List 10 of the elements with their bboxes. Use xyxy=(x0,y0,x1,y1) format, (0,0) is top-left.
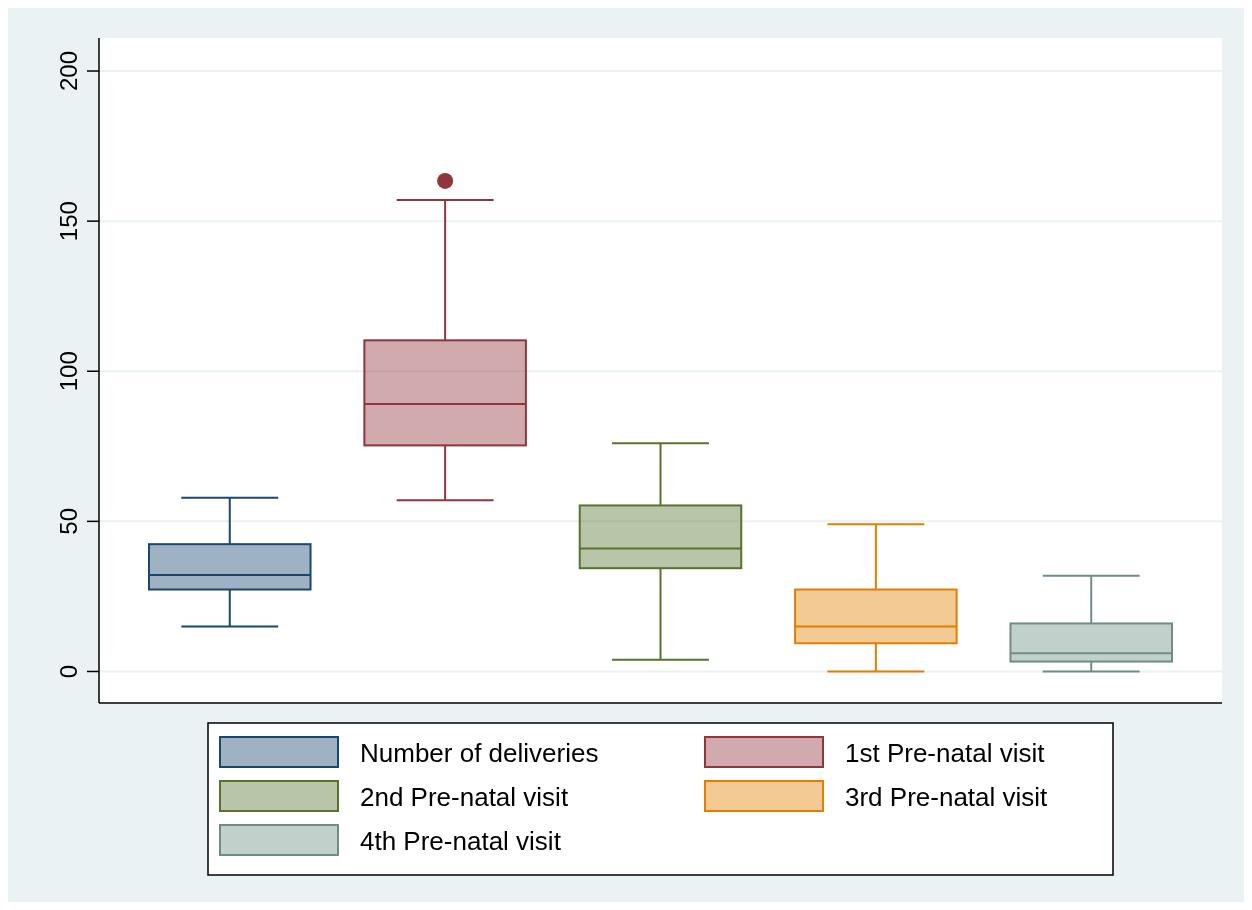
y-tick-label: 200 xyxy=(55,51,82,92)
legend-label: 2nd Pre-natal visit xyxy=(360,782,569,812)
legend-label: 3rd Pre-natal visit xyxy=(845,782,1049,812)
y-tick-label: 0 xyxy=(55,664,82,679)
legend-label: 1st Pre-natal visit xyxy=(845,738,1046,768)
y-tick-label: 100 xyxy=(55,351,82,392)
y-tick-label: 150 xyxy=(55,201,82,242)
legend-label: 4th Pre-natal visit xyxy=(360,826,562,856)
legend-label: Number of deliveries xyxy=(360,738,599,768)
y-tick-label: 50 xyxy=(55,508,82,535)
